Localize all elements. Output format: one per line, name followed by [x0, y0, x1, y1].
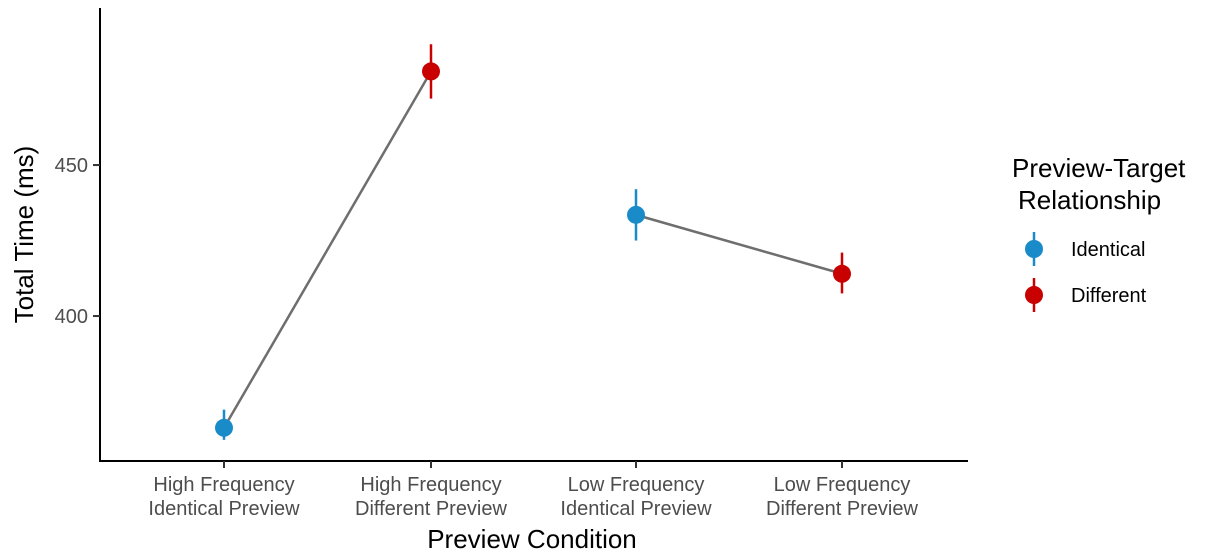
x-tick-label-line: Identical Preview [148, 498, 300, 520]
data-point [422, 62, 440, 80]
x-tick-label: High Frequency Identical Preview [148, 474, 300, 520]
legend-label: Different [1071, 285, 1147, 307]
x-tick-label-line: Low Frequency [568, 474, 705, 496]
x-tick-label-line: High Frequency [360, 474, 501, 496]
legend-key-point [1025, 240, 1043, 258]
y-tick-label: 450 [55, 155, 88, 177]
y-tick-label: 400 [55, 306, 88, 328]
connecting-lines [224, 71, 842, 427]
data-point [627, 206, 645, 224]
legend-title-line-2: Relationship [1018, 185, 1161, 215]
x-tick-label: High Frequency Different Preview [355, 474, 507, 520]
x-tick-label-line: Different Preview [766, 498, 918, 520]
x-tick-label: Low Frequency Identical Preview [560, 474, 712, 520]
y-axis-title: Total Time (ms) [9, 146, 39, 324]
legend-item: Different [1025, 278, 1147, 312]
x-tick-label-line: Different Preview [355, 498, 507, 520]
data-point [215, 419, 233, 437]
x-tick-label-line: Low Frequency [774, 474, 911, 496]
x-tick-label: Low Frequency Different Preview [766, 474, 918, 520]
data-point [833, 265, 851, 283]
legend-title: Preview-Target Relationship [1012, 153, 1193, 215]
legend-items: Identical Different [1025, 232, 1147, 312]
error-bars [224, 44, 842, 440]
legend-item: Identical [1025, 232, 1146, 266]
legend: Preview-Target Relationship Identical Dif… [1012, 153, 1193, 312]
x-tick-label-line: Identical Preview [560, 498, 712, 520]
x-axis-title: Preview Condition [427, 524, 637, 554]
connecting-line [224, 71, 431, 427]
legend-title-line-1: Preview-Target [1012, 153, 1186, 183]
legend-key-point [1025, 286, 1043, 304]
legend-label: Identical [1071, 239, 1146, 261]
connecting-line [636, 215, 842, 274]
y-axis-ticks: 400 450 [55, 155, 100, 328]
x-tick-label-line: High Frequency [153, 474, 294, 496]
